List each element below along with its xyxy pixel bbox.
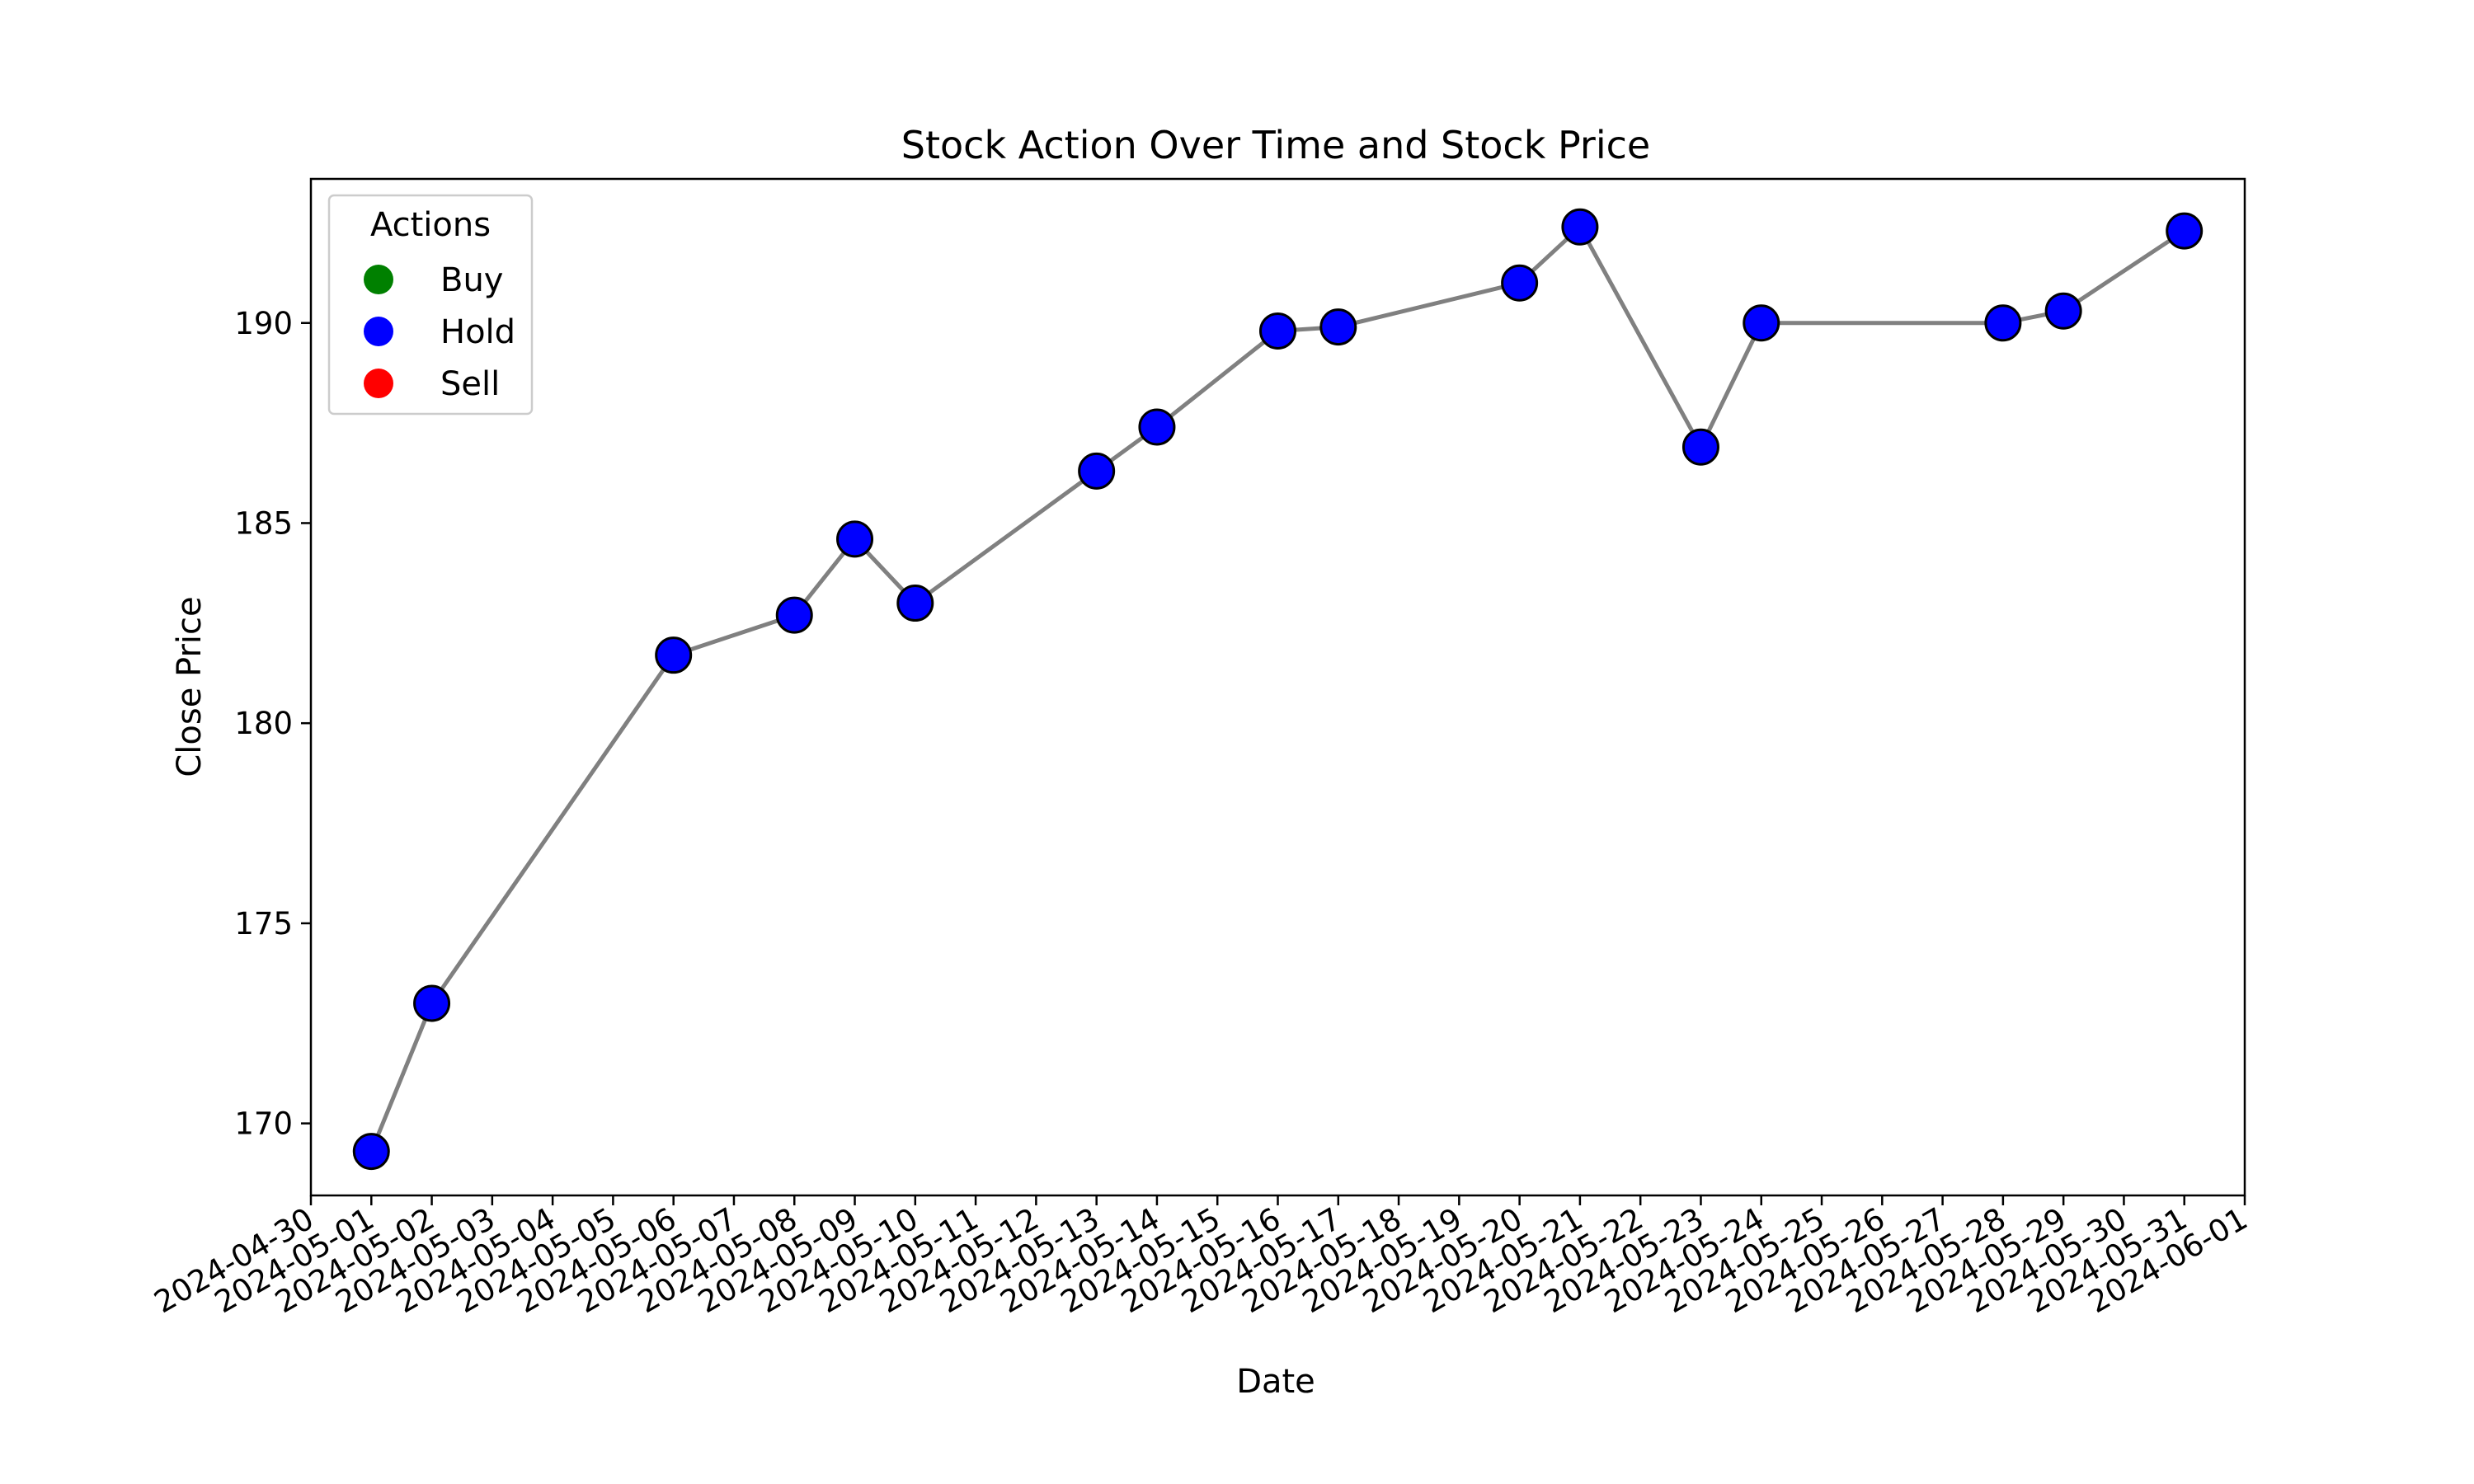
y-axis-label: Close Price: [171, 596, 209, 777]
y-tick-label: 175: [234, 906, 293, 942]
action-point-hold: [1561, 208, 1599, 246]
legend: Actions Buy Hold Sell: [327, 194, 534, 416]
legend-marker-buy: [364, 265, 393, 294]
action-point-hold: [1743, 304, 1780, 342]
action-point-hold: [1501, 264, 1539, 302]
legend-marker-hold: [364, 317, 393, 346]
y-tick-label: 180: [234, 706, 293, 741]
legend-label-hold: Hold: [440, 313, 515, 351]
legend-label-buy: Buy: [440, 261, 503, 299]
action-point-hold: [413, 984, 451, 1022]
action-point-hold: [2044, 292, 2082, 330]
action-point-hold: [896, 585, 934, 622]
action-point-hold: [352, 1133, 390, 1171]
action-point-hold: [836, 520, 874, 558]
action-point-hold: [655, 636, 693, 674]
data-layer: [352, 208, 2204, 1171]
x-axis: 2024-04-302024-05-012024-05-022024-05-03…: [148, 1195, 2254, 1320]
action-point-hold: [775, 596, 813, 634]
action-point-hold: [1138, 408, 1176, 446]
legend-title: Actions: [370, 206, 491, 244]
legend-label-sell: Sell: [440, 365, 500, 403]
action-point-hold: [1681, 428, 1719, 466]
action-point-hold: [1984, 304, 2022, 342]
y-tick-label: 190: [234, 306, 293, 341]
y-tick-label: 185: [234, 505, 293, 541]
legend-entries: Buy Hold Sell: [364, 261, 515, 403]
y-axis: 170 175 180 185 190: [234, 306, 311, 1142]
action-point-hold: [1259, 312, 1296, 350]
action-point-hold: [1078, 452, 1116, 490]
y-tick-label: 170: [234, 1106, 293, 1142]
close-price-line: [369, 224, 2186, 1153]
plot-area: [309, 177, 2246, 1197]
action-point-hold: [2166, 212, 2204, 250]
legend-marker-sell: [364, 369, 393, 398]
chart-title: Stock Action Over Time and Stock Price: [901, 123, 1650, 167]
x-axis-label: Date: [1236, 1363, 1315, 1401]
action-point-hold: [1319, 308, 1357, 346]
legend-frame: [327, 194, 534, 416]
